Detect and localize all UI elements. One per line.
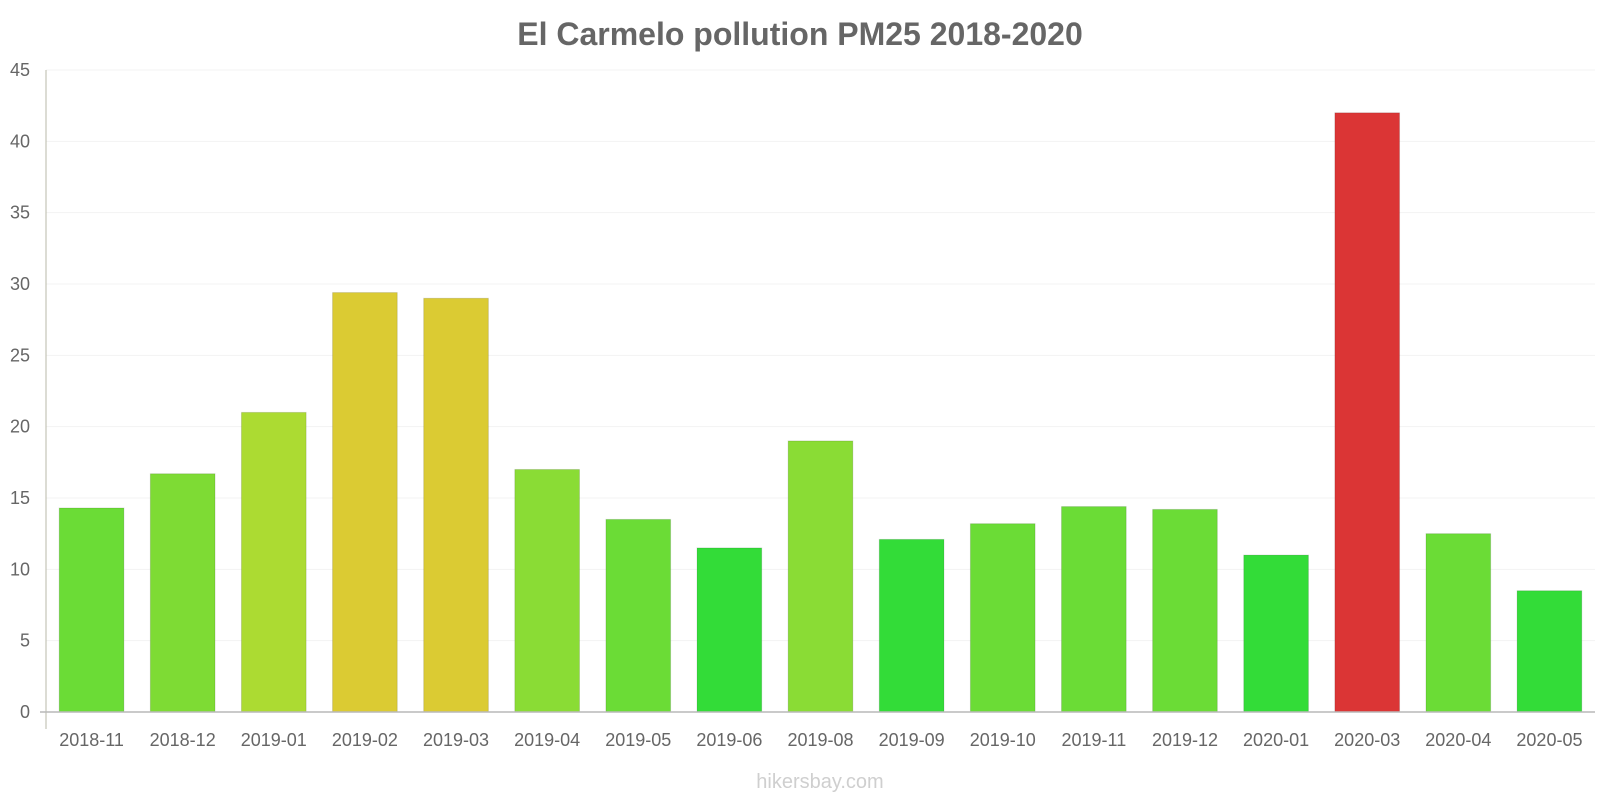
y-tick-label: 45 xyxy=(10,60,30,80)
x-tick-label: 2019-02 xyxy=(332,730,398,750)
bar-2019-01 xyxy=(240,411,307,713)
y-tick-label: 10 xyxy=(10,559,30,579)
bar-2020-03 xyxy=(1334,112,1401,713)
bar-2019-06 xyxy=(696,547,763,713)
x-tick-label: 2020-01 xyxy=(1243,730,1309,750)
bar-2018-11 xyxy=(58,507,125,713)
x-tick-label: 2019-06 xyxy=(696,730,762,750)
bar-2019-02 xyxy=(332,292,398,713)
x-tick-label: 2018-11 xyxy=(59,730,124,750)
bar-2020-05 xyxy=(1516,590,1583,713)
bars xyxy=(58,112,1583,713)
y-tick-label: 30 xyxy=(10,274,30,294)
bar-2019-04 xyxy=(514,468,580,713)
bar-2019-08 xyxy=(787,440,854,713)
y-tick-label: 0 xyxy=(20,702,30,722)
watermark: hikersbay.com xyxy=(756,771,883,793)
bar-2018-12 xyxy=(149,473,216,713)
x-tick-label: 2019-03 xyxy=(423,730,489,750)
bar-2019-11 xyxy=(1061,506,1127,713)
y-tick-label: 15 xyxy=(10,488,30,508)
x-tick-label: 2020-03 xyxy=(1334,730,1400,750)
x-axis-ticks: 2018-11 2018-12 2019-01 2019-02 2019-03 2019-… xyxy=(59,730,1582,750)
y-tick-label: 35 xyxy=(10,203,30,223)
x-tick-label: 2020-04 xyxy=(1425,730,1491,750)
y-tick-label: 5 xyxy=(20,631,30,651)
x-tick-label: 2018-12 xyxy=(150,730,216,750)
y-axis-ticks: 0 5 10 15 20 25 30 35 40 45 xyxy=(10,60,30,722)
bar-2019-09 xyxy=(878,538,945,713)
x-tick-label: 2019-05 xyxy=(605,730,671,750)
bar-2019-10 xyxy=(969,523,1036,713)
x-tick-label: 2019-04 xyxy=(514,730,580,750)
bar-2020-01 xyxy=(1243,554,1309,713)
x-tick-label: 2019-09 xyxy=(879,730,945,750)
x-tick-label: 2019-12 xyxy=(1152,730,1218,750)
x-tick-label: 2019-01 xyxy=(241,730,307,750)
x-tick-label: 2019-10 xyxy=(970,730,1036,750)
x-tick-label: 2019-11 xyxy=(1061,730,1126,750)
bar-2020-04 xyxy=(1425,533,1492,713)
x-tick-label: 2020-05 xyxy=(1516,730,1582,750)
bar-2019-03 xyxy=(423,297,489,713)
y-tick-label: 25 xyxy=(10,345,30,365)
bar-2019-12 xyxy=(1152,508,1218,713)
y-tick-label: 40 xyxy=(10,131,30,151)
y-tick-label: 20 xyxy=(10,417,30,437)
chart-title: El Carmelo pollution PM25 2018-2020 xyxy=(517,16,1083,52)
bar-2019-05 xyxy=(605,518,672,713)
x-tick-label: 2019-08 xyxy=(787,730,853,750)
